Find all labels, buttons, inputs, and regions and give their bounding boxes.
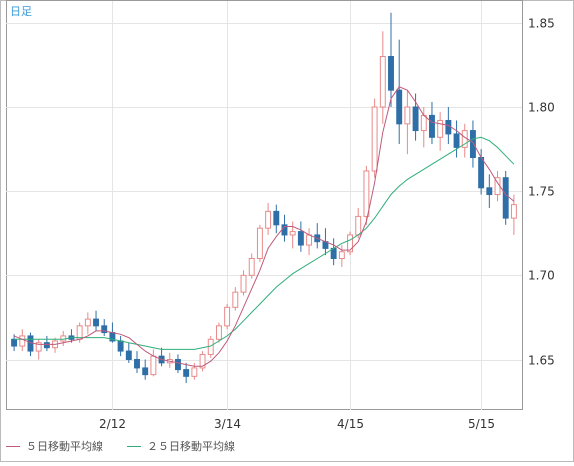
candle-body [289,231,296,236]
candle-body [420,114,427,132]
candle-body [101,325,108,334]
plot-area [6,0,523,410]
candle-body [429,114,435,138]
legend-swatch-ma5 [6,445,20,447]
candle-body [11,338,18,347]
candle-body [502,177,509,219]
candle-body [396,89,403,125]
candle-body [142,367,149,376]
legend-label-ma5: ５日移動平均線 [26,440,103,453]
y-tick-label: 1.85 [528,17,555,31]
candle-body [412,106,419,132]
candle-body [150,355,157,376]
candle-body [297,231,304,246]
x-tick-label: 4/15 [337,417,364,431]
candle-body [191,367,198,377]
y-tick-label: 1.80 [528,101,555,115]
candle-body [125,350,132,361]
candle-body [437,119,444,138]
candle-body [84,318,91,327]
legend-swatch-ma25 [127,445,141,447]
ma5-line [13,86,515,367]
candle-body [363,170,370,217]
candle-body [35,342,42,352]
x-tick-label: 2/12 [99,417,126,431]
candle-body [175,359,181,371]
candle-body [93,318,99,327]
timeframe-label: 日足 [10,5,32,18]
ma25-line [14,136,515,350]
candle-body [355,215,362,236]
candle-body [445,119,452,135]
candle-body [183,369,190,377]
legend: ５日移動平均線 ２５日移動平均線 [6,437,259,455]
candle-body [265,210,272,229]
candle-body [207,338,214,355]
candle-body [224,306,231,327]
candle-body [232,291,239,308]
y-tick-label: 1.65 [528,354,555,368]
candle-body [240,274,247,293]
candle-body [371,106,378,172]
candle-body [273,210,280,226]
x-tick-label: 5/15 [468,417,495,431]
candle-body [248,258,255,276]
candle-body [338,251,345,259]
candle-body [388,56,394,91]
candle-body [306,234,313,246]
candle-body [215,325,222,340]
candle-body [256,227,263,259]
candle-body [469,130,476,158]
legend-item-ma5: ５日移動平均線 [6,438,103,454]
candle-body [347,234,353,253]
y-tick-label: 1.70 [528,269,555,283]
candle-body [379,56,386,108]
candle-body [117,340,124,352]
candle-body [199,353,206,369]
candle-body [43,342,50,349]
candle-body [19,335,26,347]
candle-body [478,157,485,189]
candle-body [404,106,411,125]
candle-body [134,359,140,369]
legend-label-ma25: ２５日移動平均線 [147,440,235,453]
candle-body [510,204,517,219]
legend-item-ma25: ２５日移動平均線 [127,438,235,454]
candle-body [486,187,493,196]
candle-body [453,133,460,148]
y-tick-label: 1.75 [528,185,555,199]
x-tick-label: 3/14 [214,417,241,431]
